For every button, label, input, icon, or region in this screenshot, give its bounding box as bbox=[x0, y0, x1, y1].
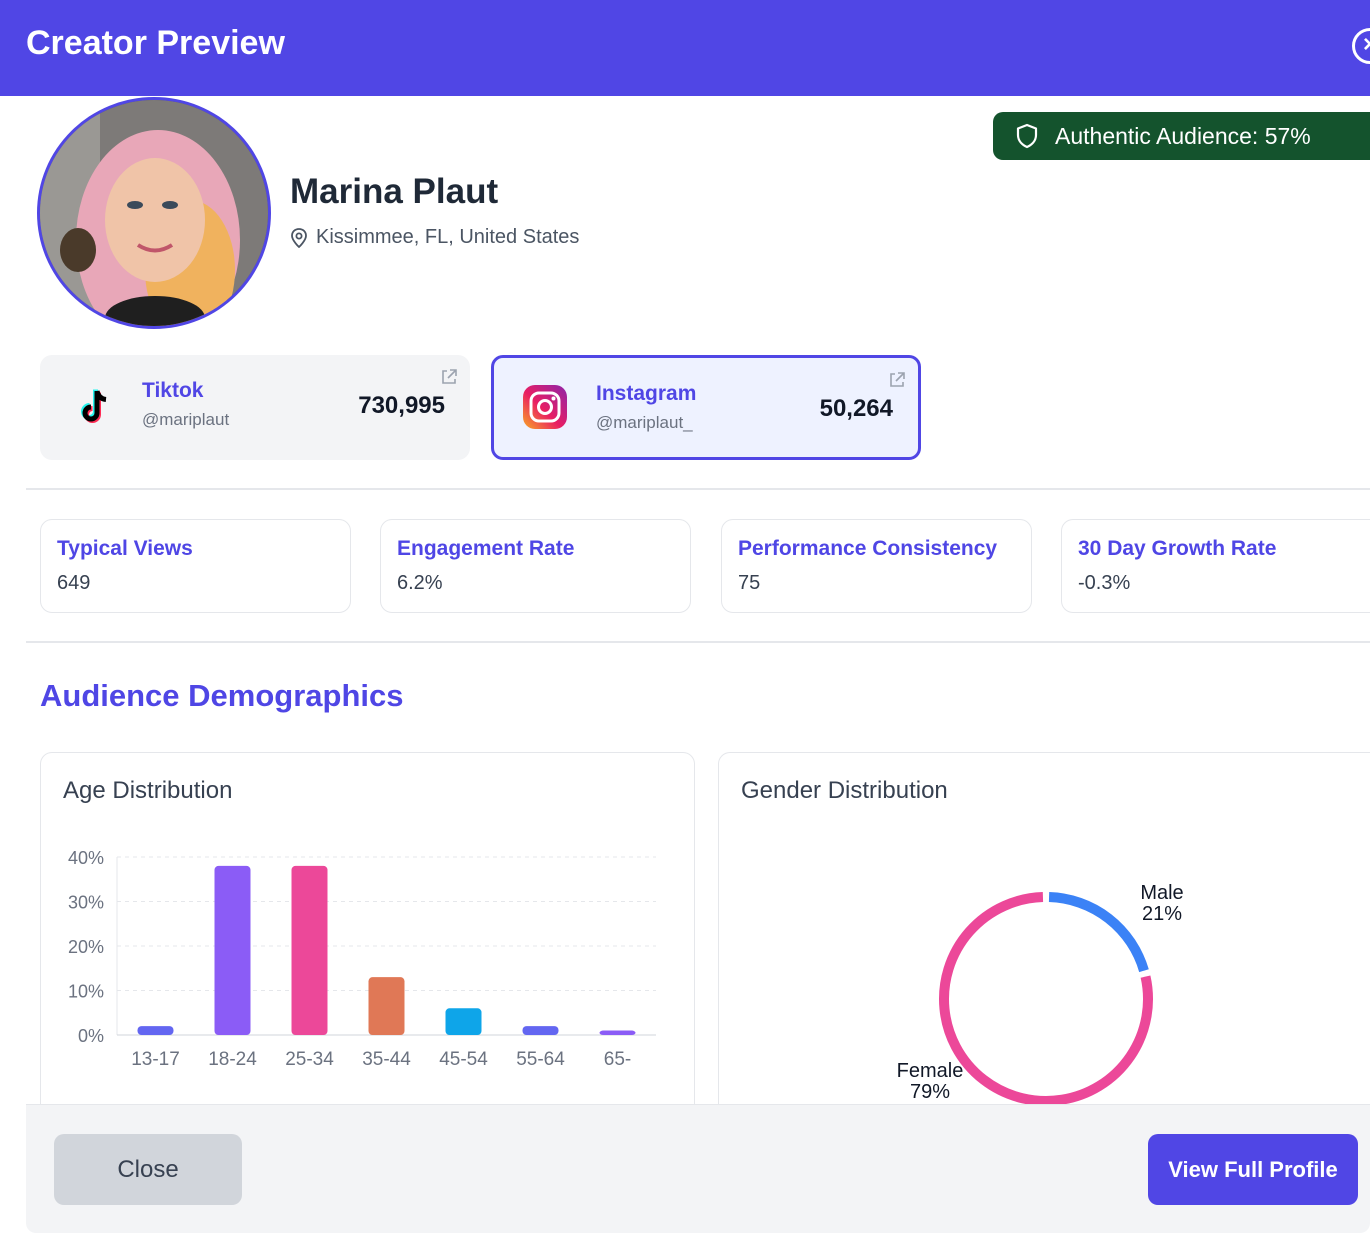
instagram-handle: @mariplaut_ bbox=[596, 413, 693, 432]
metric-performance-consistency: Performance Consistency 75 bbox=[721, 519, 1032, 613]
close-icon[interactable]: × bbox=[1352, 28, 1370, 64]
slice-value-label: 21% bbox=[1142, 903, 1182, 925]
tiktok-platform-name: Tiktok bbox=[142, 379, 204, 402]
bar-45-54 bbox=[445, 1008, 482, 1035]
modal-title: Creator Preview bbox=[26, 24, 285, 62]
tiktok-icon bbox=[81, 389, 107, 423]
bar-55-64 bbox=[522, 1026, 559, 1035]
creator-location: Kissimmee, FL, United States bbox=[290, 226, 579, 249]
y-tick-label: 20% bbox=[68, 937, 104, 957]
view-full-profile-button[interactable]: View Full Profile bbox=[1148, 1134, 1358, 1205]
divider bbox=[26, 641, 1370, 643]
bar-25-34 bbox=[291, 865, 328, 1035]
metric-label: 30 Day Growth Rate bbox=[1078, 537, 1277, 560]
tiktok-follower-count: 730,995 bbox=[358, 392, 445, 419]
close-button[interactable]: Close bbox=[54, 1134, 242, 1205]
metric-label: Typical Views bbox=[57, 537, 193, 560]
bar-18-24 bbox=[214, 865, 251, 1035]
y-tick-label: 30% bbox=[68, 893, 104, 913]
slice-female bbox=[939, 892, 1153, 1106]
shield-icon bbox=[1016, 123, 1038, 149]
slice-value-label: 79% bbox=[910, 1081, 950, 1103]
authentic-audience-text: Authentic Audience: 57% bbox=[1055, 122, 1311, 149]
y-tick-label: 40% bbox=[68, 848, 104, 868]
metric-value: -0.3% bbox=[1078, 572, 1131, 594]
y-tick-label: 10% bbox=[68, 982, 104, 1002]
instagram-card[interactable]: Instagram @mariplaut_ 50,264 bbox=[491, 355, 921, 460]
metric-growth-rate: 30 Day Growth Rate -0.3% bbox=[1061, 519, 1370, 613]
metric-value: 6.2% bbox=[397, 572, 443, 594]
instagram-follower-count: 50,264 bbox=[819, 395, 893, 422]
slice-label: Female bbox=[897, 1060, 964, 1082]
location-pin-icon bbox=[291, 227, 307, 248]
y-tick-label: 0% bbox=[78, 1026, 104, 1046]
x-tick-label: 25-34 bbox=[285, 1049, 334, 1070]
authentic-audience-badge: Authentic Audience: 57% bbox=[993, 112, 1370, 160]
x-tick-label: 65- bbox=[604, 1049, 631, 1070]
age-chart-title: Age Distribution bbox=[63, 777, 233, 804]
bar-35-44 bbox=[368, 977, 405, 1035]
slice-male bbox=[1048, 892, 1149, 973]
instagram-platform-name: Instagram bbox=[596, 382, 697, 405]
x-tick-label: 18-24 bbox=[208, 1049, 257, 1070]
slice-label: Male bbox=[1140, 882, 1183, 904]
tiktok-handle: @mariplaut bbox=[142, 410, 230, 429]
gender-chart-title: Gender Distribution bbox=[741, 777, 948, 804]
metric-value: 75 bbox=[738, 572, 761, 594]
x-tick-label: 13-17 bbox=[131, 1049, 180, 1070]
external-link-icon[interactable] bbox=[888, 371, 906, 389]
gender-distribution-panel: Gender Distribution Male 21% Female 79% bbox=[718, 752, 1370, 1132]
x-tick-label: 55-64 bbox=[516, 1049, 565, 1070]
location-text: Kissimmee, FL, United States bbox=[316, 226, 580, 248]
x-tick-label: 45-54 bbox=[439, 1049, 488, 1070]
section-title-demographics: Audience Demographics bbox=[40, 678, 404, 713]
divider bbox=[26, 488, 1370, 490]
bar-13-17 bbox=[137, 1026, 174, 1035]
bar-65- bbox=[599, 1030, 636, 1035]
tiktok-card[interactable]: Tiktok @mariplaut 730,995 bbox=[40, 355, 470, 460]
metric-engagement-rate: Engagement Rate 6.2% bbox=[380, 519, 691, 613]
modal-header: Creator Preview × bbox=[0, 0, 1370, 96]
metric-label: Performance Consistency bbox=[738, 537, 998, 560]
metric-value: 649 bbox=[57, 572, 91, 594]
age-bar-chart: 0% 10% 20% 30% 40% 13-17 18-24 25-34 35-44 45-54 5… bbox=[68, 848, 656, 1070]
metric-label: Engagement Rate bbox=[397, 537, 575, 560]
avatar bbox=[37, 97, 271, 329]
avatar-photo bbox=[40, 100, 268, 326]
creator-name: Marina Plaut bbox=[290, 172, 499, 211]
x-tick-label: 35-44 bbox=[362, 1049, 411, 1070]
modal-footer bbox=[26, 1104, 1370, 1233]
external-link-icon[interactable] bbox=[440, 368, 458, 386]
age-distribution-panel: Age Distribution 0% 10% 20% 30% 40% 13-17 18-2… bbox=[40, 752, 695, 1132]
metric-typical-views: Typical Views 649 bbox=[40, 519, 351, 613]
instagram-icon bbox=[523, 385, 567, 429]
